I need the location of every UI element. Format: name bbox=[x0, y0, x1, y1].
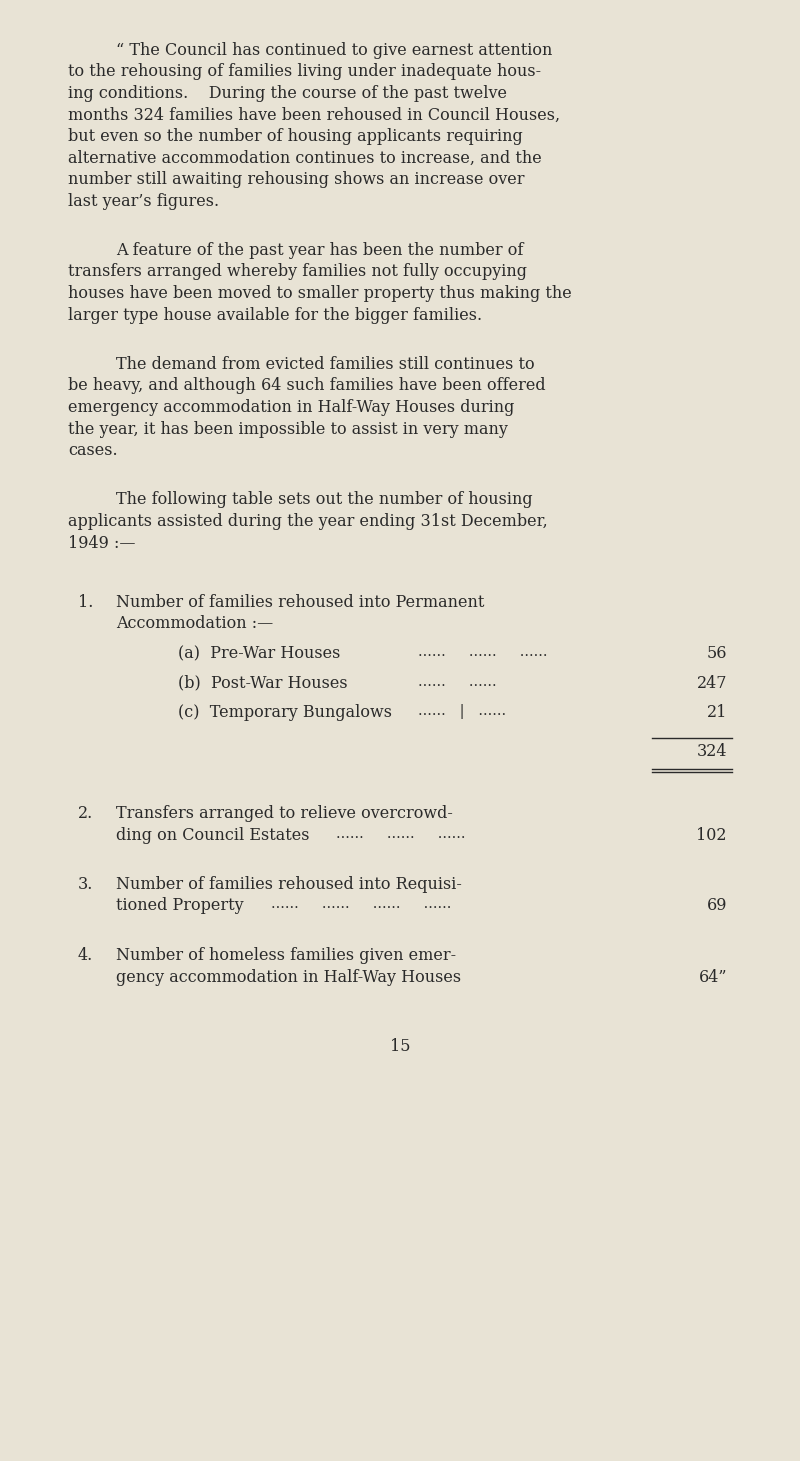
Text: A feature of the past year has been the number of: A feature of the past year has been the … bbox=[116, 243, 523, 259]
Text: 21: 21 bbox=[706, 704, 727, 720]
Text: ding on Council Estates: ding on Council Estates bbox=[116, 827, 310, 843]
Text: ......     ......     ......: ...... ...... ...... bbox=[418, 644, 547, 659]
Text: but even so the number of housing applicants requiring: but even so the number of housing applic… bbox=[68, 129, 522, 145]
Text: ......     ......: ...... ...... bbox=[418, 675, 497, 688]
Text: to the rehousing of families living under inadequate hous-: to the rehousing of families living unde… bbox=[68, 63, 541, 80]
Text: The following table sets out the number of housing: The following table sets out the number … bbox=[116, 491, 533, 508]
Text: 1.: 1. bbox=[78, 595, 94, 611]
Text: 102: 102 bbox=[697, 827, 727, 843]
Text: “ The Council has continued to give earnest attention: “ The Council has continued to give earn… bbox=[116, 42, 552, 58]
Text: cases.: cases. bbox=[68, 443, 118, 459]
Text: tioned Property: tioned Property bbox=[116, 897, 244, 915]
Text: applicants assisted during the year ending 31st December,: applicants assisted during the year endi… bbox=[68, 513, 548, 530]
Text: ......     ......     ......: ...... ...... ...... bbox=[336, 827, 466, 840]
Text: 56: 56 bbox=[706, 644, 727, 662]
Text: gency accommodation in Half-Way Houses: gency accommodation in Half-Way Houses bbox=[116, 969, 461, 986]
Text: be heavy, and although 64 such families have been offered: be heavy, and although 64 such families … bbox=[68, 377, 546, 394]
Text: number still awaiting rehousing shows an increase over: number still awaiting rehousing shows an… bbox=[68, 171, 525, 188]
Text: 69: 69 bbox=[706, 897, 727, 915]
Text: 64”: 64” bbox=[698, 969, 727, 986]
Text: (b)  Post-War Houses: (b) Post-War Houses bbox=[178, 675, 348, 691]
Text: transfers arranged whereby families not fully occupying: transfers arranged whereby families not … bbox=[68, 263, 527, 281]
Text: larger type house available for the bigger families.: larger type house available for the bigg… bbox=[68, 307, 482, 323]
Text: alternative accommodation continues to increase, and the: alternative accommodation continues to i… bbox=[68, 149, 542, 167]
Text: emergency accommodation in Half-Way Houses during: emergency accommodation in Half-Way Hous… bbox=[68, 399, 514, 416]
Text: Number of families rehoused into Requisi-: Number of families rehoused into Requisi… bbox=[116, 877, 462, 893]
Text: 15: 15 bbox=[390, 1037, 410, 1055]
Text: 2.: 2. bbox=[78, 805, 94, 823]
Text: houses have been moved to smaller property thus making the: houses have been moved to smaller proper… bbox=[68, 285, 572, 302]
Text: months 324 families have been rehoused in Council Houses,: months 324 families have been rehoused i… bbox=[68, 107, 560, 124]
Text: 247: 247 bbox=[697, 675, 727, 691]
Text: ......     ......     ......     ......: ...... ...... ...... ...... bbox=[271, 897, 451, 912]
Text: Accommodation :—: Accommodation :— bbox=[116, 615, 274, 633]
Text: Number of homeless families given emer-: Number of homeless families given emer- bbox=[116, 947, 456, 964]
Text: last year’s figures.: last year’s figures. bbox=[68, 193, 219, 209]
Text: ing conditions.    During the course of the past twelve: ing conditions. During the course of the… bbox=[68, 85, 507, 102]
Text: The demand from evicted families still continues to: The demand from evicted families still c… bbox=[116, 356, 534, 373]
Text: (c)  Temporary Bungalows: (c) Temporary Bungalows bbox=[178, 704, 392, 720]
Text: (a)  Pre-War Houses: (a) Pre-War Houses bbox=[178, 644, 340, 662]
Text: the year, it has been impossible to assist in very many: the year, it has been impossible to assi… bbox=[68, 421, 508, 437]
Text: Transfers arranged to relieve overcrowd-: Transfers arranged to relieve overcrowd- bbox=[116, 805, 453, 823]
Text: 324: 324 bbox=[697, 744, 727, 761]
Text: Number of families rehoused into Permanent: Number of families rehoused into Permane… bbox=[116, 595, 484, 611]
Text: 4.: 4. bbox=[78, 947, 94, 964]
Text: ......   |   ......: ...... | ...... bbox=[418, 704, 506, 719]
Text: 3.: 3. bbox=[78, 877, 94, 893]
Text: 1949 :—: 1949 :— bbox=[68, 535, 135, 551]
